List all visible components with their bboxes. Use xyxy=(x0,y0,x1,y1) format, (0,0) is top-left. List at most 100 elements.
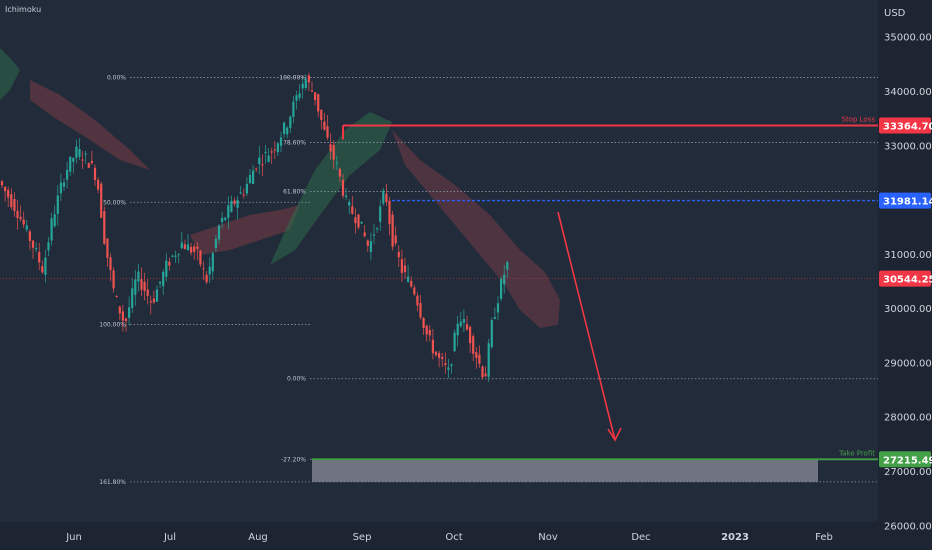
candle-body xyxy=(47,242,50,251)
time-axis-background xyxy=(0,522,932,550)
candlestick-series xyxy=(0,72,509,382)
candle-body xyxy=(431,339,434,354)
candle-body xyxy=(472,336,475,354)
candle-body xyxy=(146,289,149,296)
cloud-segment xyxy=(190,205,300,255)
candle-body xyxy=(267,155,270,162)
price-tick-label: 27000.00 xyxy=(884,467,932,478)
candle-body xyxy=(53,214,56,227)
candle-body xyxy=(245,183,248,194)
candle-body xyxy=(159,281,162,284)
candle-body xyxy=(397,252,400,258)
candle-body xyxy=(273,149,276,151)
candle-body xyxy=(168,261,171,266)
candle-body xyxy=(400,259,403,273)
candle-body xyxy=(137,271,140,282)
candle-body xyxy=(233,200,236,204)
candle-body xyxy=(66,169,69,180)
candle-body xyxy=(118,306,121,314)
candle-body xyxy=(31,240,35,248)
time-tick-label: Jun xyxy=(65,532,82,543)
cloud-segment xyxy=(270,112,392,265)
candle-body xyxy=(93,167,97,181)
current-badge xyxy=(879,270,931,287)
candle-body xyxy=(13,198,16,212)
candle-body xyxy=(310,90,314,92)
candle-body xyxy=(152,298,155,303)
candle-body xyxy=(298,93,301,98)
candle-body xyxy=(335,162,338,164)
candle-body xyxy=(19,216,22,220)
candle-body xyxy=(193,246,196,253)
ichimoku-cloud xyxy=(0,48,560,328)
candle-body xyxy=(444,363,447,365)
fib-upper-label: 100.00% xyxy=(99,321,126,328)
take-profit-badge xyxy=(879,451,931,468)
price-tick-label: 34000.00 xyxy=(884,87,932,98)
cloud-segment xyxy=(30,80,150,170)
candle-body xyxy=(35,248,38,250)
candle-body xyxy=(481,366,484,378)
candle-body xyxy=(221,218,224,223)
candle-body xyxy=(506,262,509,270)
candle-body xyxy=(434,351,438,356)
candle-body xyxy=(394,235,397,244)
candle-body xyxy=(224,217,227,220)
candle-body xyxy=(447,367,450,370)
candle-body xyxy=(255,168,258,170)
entry-badge xyxy=(879,192,931,209)
candle-body xyxy=(338,168,341,177)
indicator-label[interactable]: Ichimoku xyxy=(5,5,42,14)
candle-body xyxy=(366,240,369,246)
candle-body xyxy=(252,170,255,185)
candle-body xyxy=(69,156,72,172)
cloud-segment xyxy=(392,130,560,328)
candle-body xyxy=(419,303,422,318)
candle-body xyxy=(332,144,335,160)
candle-body xyxy=(490,320,493,348)
candle-body xyxy=(115,296,118,298)
take-profit-label: Take Profit xyxy=(838,449,875,457)
candle-body xyxy=(81,159,84,161)
candle-body xyxy=(385,193,388,202)
candle-body xyxy=(357,214,360,228)
time-tick-label: 2023 xyxy=(721,532,749,543)
candle-body xyxy=(177,254,180,256)
arrow-head xyxy=(607,427,622,442)
fib-upper-label: 50.00% xyxy=(103,199,126,206)
candle-body xyxy=(7,189,10,198)
candle-body xyxy=(261,164,264,166)
candle-body xyxy=(165,260,168,277)
candle-body xyxy=(289,116,292,129)
time-tick-label: Dec xyxy=(631,532,650,543)
fib-upper-label: 0.00% xyxy=(107,74,126,81)
candle-body xyxy=(351,206,354,214)
price-tick-label: 31000.00 xyxy=(884,250,932,261)
candle-body xyxy=(22,219,25,225)
candle-body xyxy=(16,210,19,218)
fib-lower-label: -27.20% xyxy=(281,456,306,463)
time-axis[interactable]: Jun Jul Aug Sep Oct Nov Dec 2023 Feb xyxy=(65,532,833,543)
candle-body xyxy=(87,163,90,168)
candle-body xyxy=(84,153,87,155)
candle-body xyxy=(441,357,444,360)
candle-body xyxy=(493,317,496,319)
candle-body xyxy=(171,255,174,257)
candle-body xyxy=(183,244,186,249)
candle-body xyxy=(205,274,208,283)
candle-body xyxy=(230,200,233,212)
candle-body xyxy=(425,325,428,335)
stop-loss-badge xyxy=(879,117,931,134)
candle-body xyxy=(348,201,351,206)
candle-body xyxy=(329,144,332,152)
price-axis[interactable]: USD 35000.00 34000.00 33000.00 31000.00 30000… xyxy=(879,8,932,532)
time-tick-label: Aug xyxy=(248,532,268,543)
candle-body xyxy=(242,194,245,196)
time-tick-label: Jul xyxy=(163,532,176,543)
candle-body xyxy=(258,157,261,165)
candle-body xyxy=(323,121,326,130)
candle-body xyxy=(428,329,431,336)
candle-body xyxy=(90,160,93,164)
